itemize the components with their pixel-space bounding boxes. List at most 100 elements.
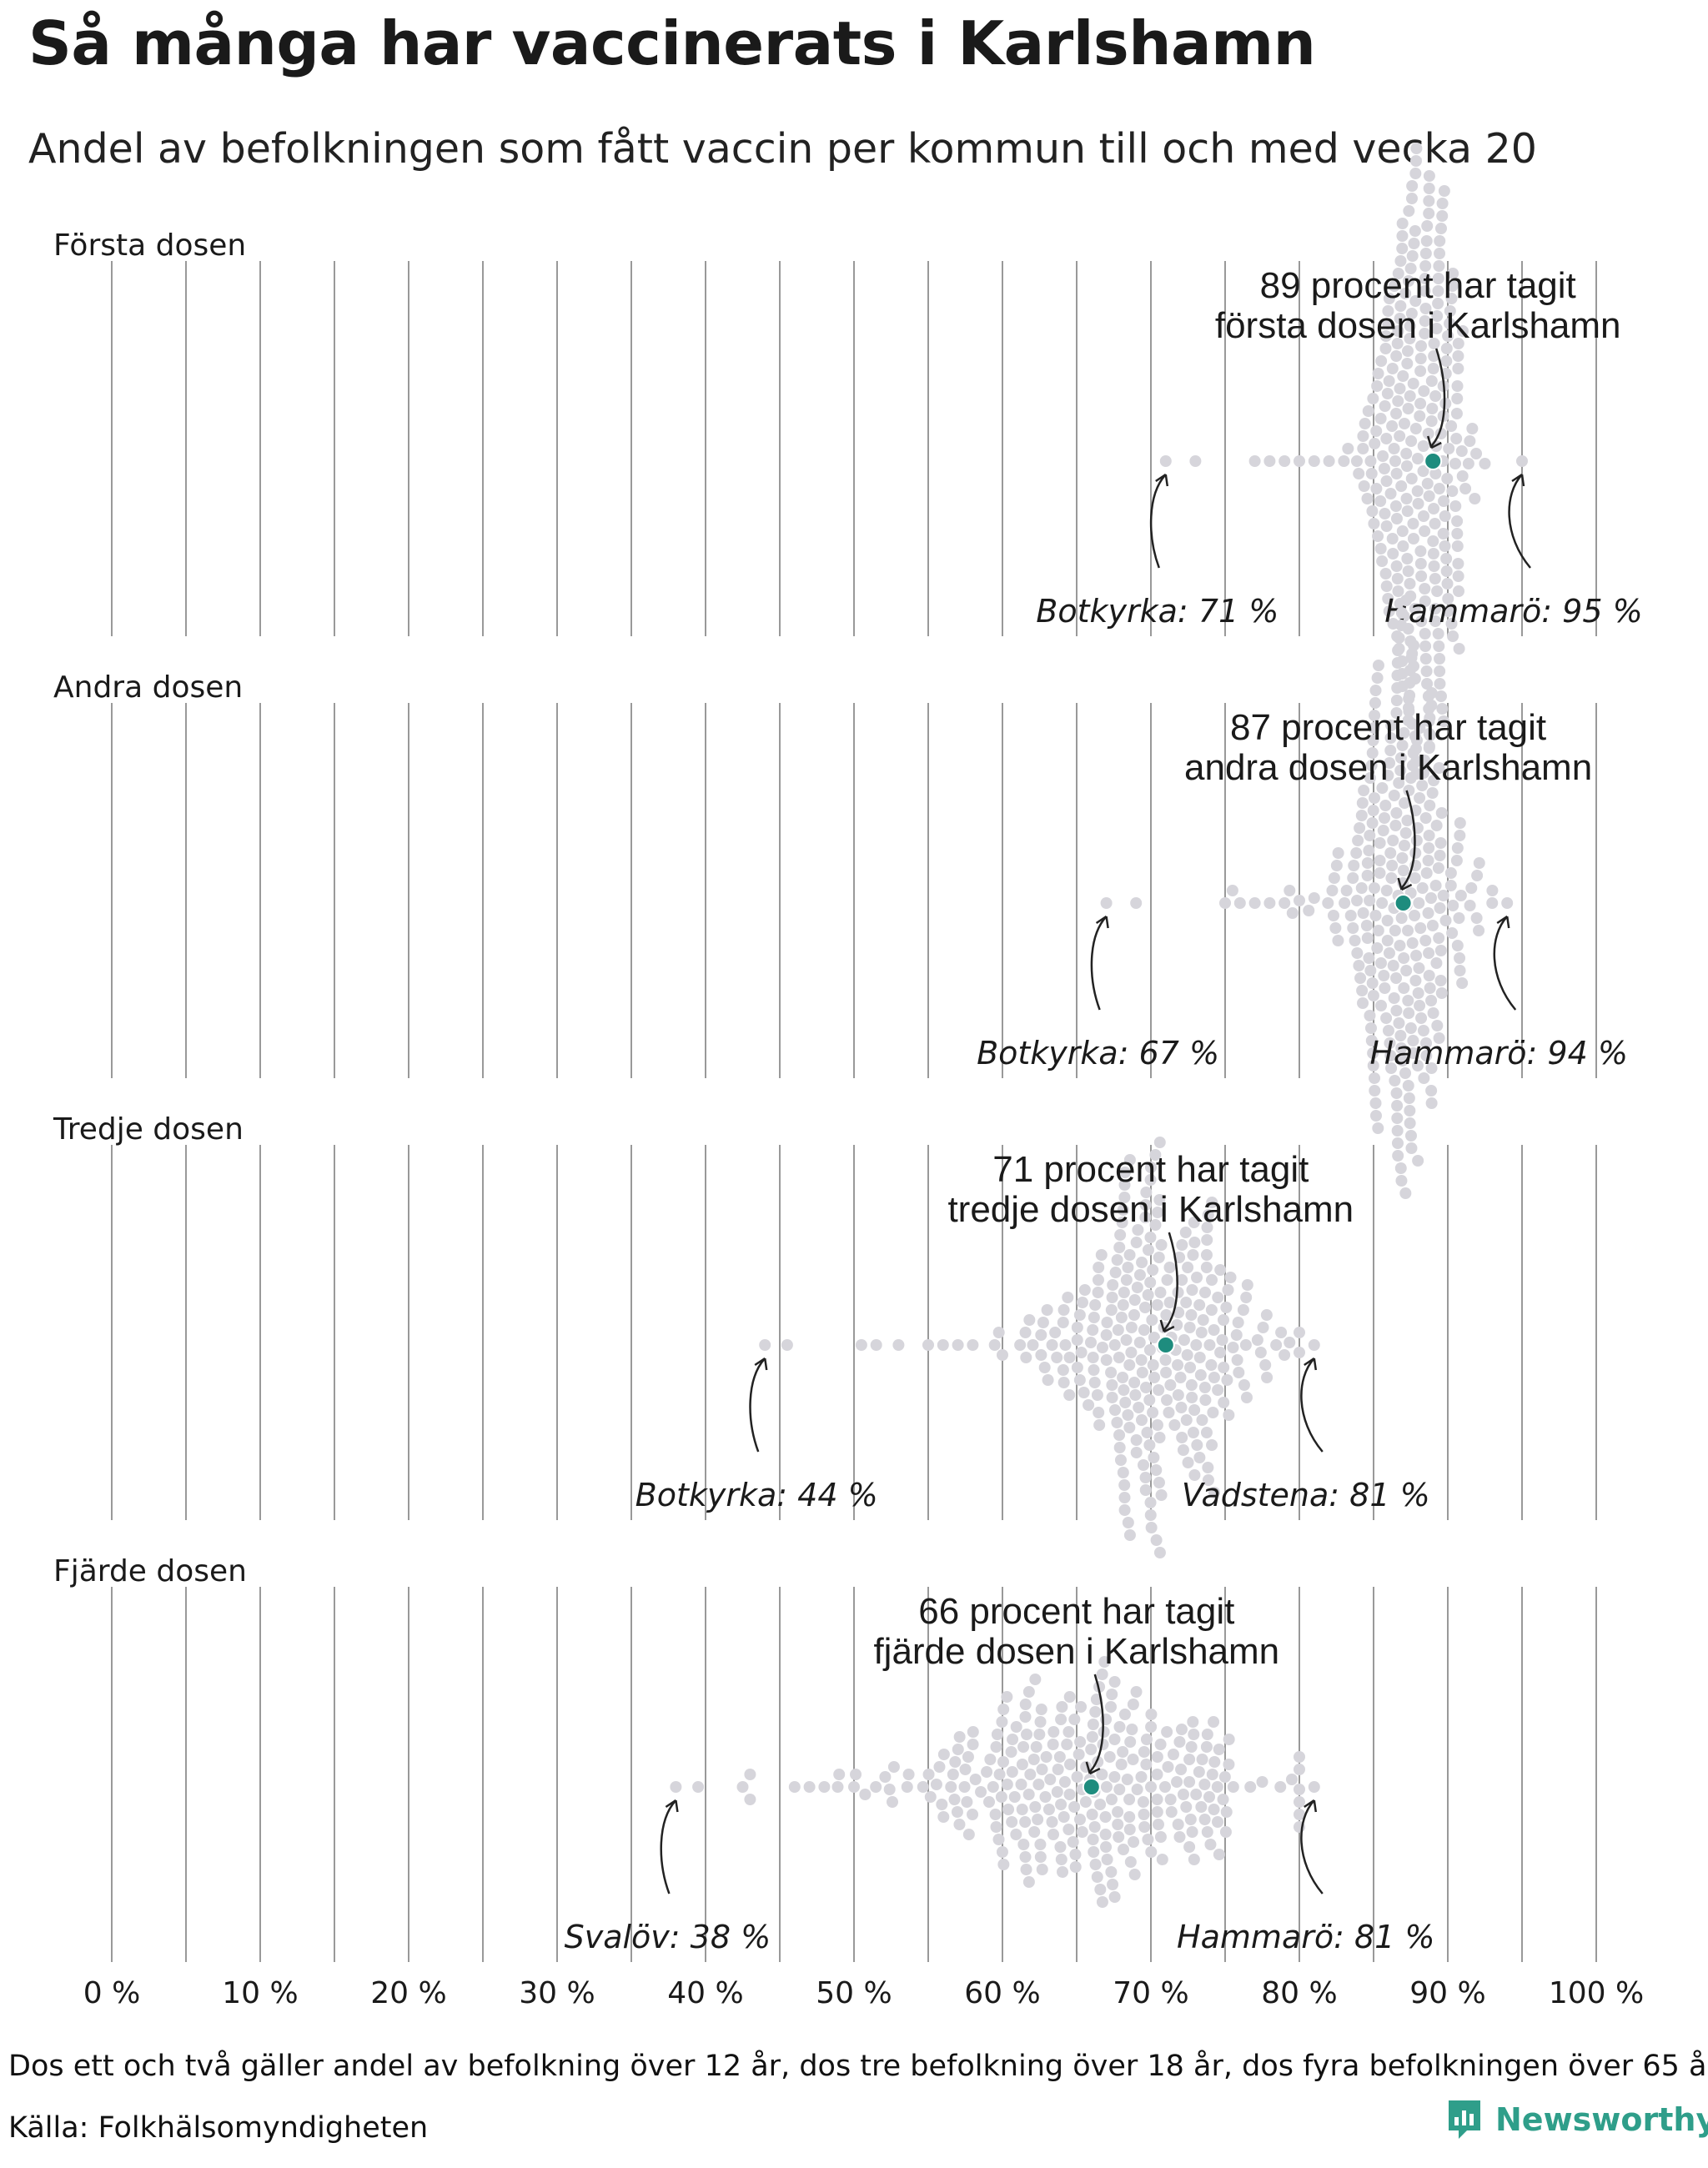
- municipality-dot: [1430, 957, 1443, 969]
- municipality-dot: [1117, 1467, 1129, 1478]
- municipality-dot: [1401, 358, 1414, 369]
- source-note: Källa: Folkhälsomyndigheten: [8, 2111, 429, 2145]
- municipality-dot: [1105, 1304, 1118, 1316]
- municipality-dot: [1051, 1352, 1063, 1363]
- municipality-dot: [1369, 697, 1381, 709]
- municipality-dot: [1195, 1327, 1208, 1338]
- municipality-dot: [1450, 408, 1463, 419]
- municipality-dot: [1385, 720, 1398, 731]
- municipality-dot: [1185, 1741, 1198, 1753]
- municipality-dot: [1274, 1781, 1287, 1793]
- municipality-dot: [1061, 1739, 1073, 1750]
- municipality-dot: [1206, 1769, 1218, 1780]
- annotation-arrow: [1400, 790, 1416, 889]
- municipality-dot: [1069, 1861, 1082, 1873]
- municipality-dot: [1332, 935, 1344, 946]
- municipality-dot: [1087, 1719, 1099, 1730]
- municipality-dot: [1261, 1372, 1273, 1383]
- municipality-dot: [1112, 1806, 1124, 1818]
- municipality-dot: [1218, 1362, 1230, 1373]
- municipality-dot: [1163, 1407, 1175, 1418]
- municipality-dot: [1437, 890, 1449, 901]
- municipality-dot: [1270, 1339, 1283, 1351]
- municipality-dot: [1405, 193, 1418, 204]
- municipality-dot: [1425, 995, 1438, 1006]
- municipality-dot: [1366, 747, 1379, 759]
- municipality-dot: [1055, 1854, 1068, 1865]
- municipality-dot: [1146, 1314, 1158, 1326]
- municipality-dot: [1053, 1751, 1066, 1763]
- municipality-dot: [1417, 465, 1429, 477]
- municipality-dot: [1451, 842, 1464, 854]
- municipality-dot: [1017, 1839, 1030, 1850]
- municipality-dot: [1401, 815, 1414, 826]
- municipality-dot: [1391, 657, 1404, 669]
- municipality-dot: [1397, 540, 1409, 552]
- municipality-dot: [1130, 1686, 1143, 1698]
- municipality-dot: [1411, 453, 1424, 464]
- municipality-dot: [1394, 300, 1407, 312]
- municipality-dot: [1374, 495, 1387, 507]
- municipality-dot: [1200, 1741, 1213, 1753]
- municipality-dot: [1174, 1372, 1187, 1383]
- municipality-dot: [1117, 1299, 1129, 1311]
- municipality-dot: [1176, 1239, 1188, 1251]
- municipality-dot: [1441, 473, 1454, 484]
- highlight-dot: [1082, 1778, 1101, 1796]
- municipality-dot: [1416, 882, 1429, 894]
- municipality-dot: [1470, 448, 1483, 459]
- municipality-dot: [1369, 438, 1381, 449]
- municipality-dot: [1117, 1372, 1129, 1383]
- municipality-dot: [1138, 1324, 1150, 1336]
- municipality-dot: [1406, 250, 1419, 262]
- municipality-dot: [1383, 605, 1395, 617]
- municipality-dot: [1440, 553, 1453, 565]
- municipality-dot: [1439, 398, 1452, 409]
- municipality-dot: [848, 1781, 860, 1793]
- municipality-dot: [1172, 1287, 1184, 1298]
- municipality-dot: [1005, 1746, 1017, 1758]
- municipality-dot: [1432, 628, 1444, 640]
- max-callout-arrowhead: [1511, 473, 1525, 487]
- municipality-dot: [1204, 1839, 1217, 1850]
- municipality-dot: [1083, 1399, 1095, 1411]
- municipality-dot: [1390, 807, 1403, 819]
- municipality-dot: [1151, 1419, 1163, 1431]
- municipality-dot: [1414, 792, 1426, 804]
- municipality-dot: [1187, 1427, 1199, 1438]
- municipality-dot: [1447, 630, 1459, 642]
- municipality-dot: [1057, 1304, 1070, 1316]
- municipality-dot: [1404, 1022, 1417, 1034]
- municipality-dot: [1117, 1746, 1129, 1758]
- municipality-dot: [1219, 897, 1231, 909]
- municipality-dot: [1208, 1372, 1220, 1383]
- municipality-dot: [1123, 1824, 1136, 1835]
- municipality-dot: [1465, 882, 1478, 894]
- municipality-dot: [1453, 912, 1465, 924]
- municipality-dot: [937, 1339, 949, 1351]
- municipality-dot: [1374, 957, 1387, 969]
- municipality-dot: [1054, 1841, 1067, 1853]
- municipality-dot: [1173, 1736, 1186, 1748]
- municipality-dot: [1380, 433, 1393, 444]
- municipality-dot: [1395, 607, 1408, 619]
- municipality-dot: [1128, 1309, 1140, 1321]
- municipality-dot: [1294, 455, 1305, 467]
- municipality-dot: [1417, 767, 1429, 779]
- municipality-dot: [1419, 755, 1431, 766]
- municipality-dot: [1381, 915, 1394, 926]
- municipality-dot: [1392, 585, 1404, 597]
- municipality-dot: [997, 1859, 1010, 1870]
- municipality-dot: [1039, 1791, 1052, 1803]
- municipality-dot: [1059, 1339, 1072, 1351]
- municipality-dot: [1388, 790, 1400, 801]
- brand-logo: Newsworthy: [1445, 2097, 1708, 2142]
- municipality-dot: [1390, 707, 1403, 719]
- municipality-dot: [1404, 578, 1416, 590]
- municipality-dot: [1364, 830, 1376, 841]
- municipality-dot: [1087, 1324, 1099, 1336]
- municipality-dot: [1332, 847, 1344, 859]
- municipality-dot: [1367, 735, 1379, 746]
- municipality-dot: [1091, 1389, 1103, 1401]
- municipality-dot: [1114, 1454, 1127, 1466]
